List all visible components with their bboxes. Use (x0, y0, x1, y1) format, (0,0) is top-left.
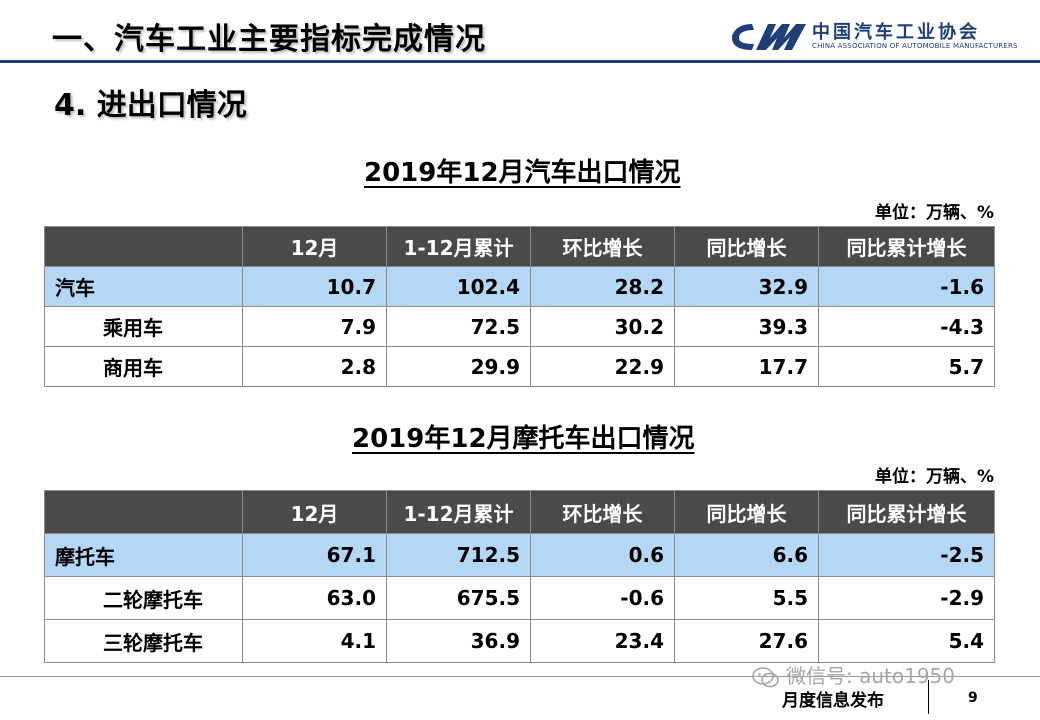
table-cell: 7.9 (242, 306, 387, 347)
row-label: 汽车 (44, 266, 243, 307)
table-cell: 39.3 (674, 306, 819, 347)
page-number: 9 (968, 690, 978, 706)
column-header: 同比累计增长 (818, 490, 995, 534)
row-label: 乘用车 (44, 306, 243, 347)
column-header: 1-12月累计 (386, 490, 531, 534)
column-header: 1-12月累计 (386, 226, 531, 267)
row-label: 二轮摩托车 (44, 576, 243, 620)
table-cell: 2.8 (242, 346, 387, 387)
auto-table-unit: 单位：万辆、% (874, 203, 994, 223)
table-cell: 4.1 (242, 619, 387, 663)
column-header: 同比累计增长 (818, 226, 995, 267)
table-cell: 36.9 (386, 619, 531, 663)
column-header (44, 490, 243, 534)
table-cell: 67.1 (242, 533, 387, 577)
column-header: 环比增长 (530, 490, 675, 534)
column-header: 环比增长 (530, 226, 675, 267)
moto-table-title: 2019年12月摩托车出口情况 (352, 424, 695, 454)
table-cell: 28.2 (530, 266, 675, 307)
row-label: 三轮摩托车 (44, 619, 243, 663)
table-cell: 72.5 (386, 306, 531, 347)
column-header: 12月 (242, 226, 387, 267)
table-row: 二轮摩托车 63.0 675.5 -0.6 5.5 -2.9 (44, 576, 995, 620)
table-cell: -1.6 (818, 266, 995, 307)
table-cell: -2.9 (818, 576, 995, 620)
footer-divider (0, 676, 1040, 677)
table-header-row: 12月 1-12月累计 环比增长 同比增长 同比累计增长 (44, 490, 995, 534)
header-divider (0, 60, 1040, 63)
column-header: 12月 (242, 490, 387, 534)
table-cell: 29.9 (386, 346, 531, 387)
table-cell: 6.6 (674, 533, 819, 577)
table-row: 商用车 2.8 29.9 22.9 17.7 5.7 (44, 346, 995, 387)
column-header (44, 226, 243, 267)
table-cell: 712.5 (386, 533, 531, 577)
footer-separator (928, 680, 929, 714)
logo-name-cn: 中国汽车工业协会 (812, 22, 980, 43)
header-title: 一、汽车工业主要指标完成情况 (52, 22, 486, 57)
table-cell: 5.4 (818, 619, 995, 663)
row-label: 摩托车 (44, 533, 243, 577)
caam-logo: 中国汽车工业协会 CHINA ASSOCIATION OF AUTOMOBILE… (730, 18, 1020, 54)
table-row: 摩托车 67.1 712.5 0.6 6.6 -2.5 (44, 533, 995, 577)
table-cell: 10.7 (242, 266, 387, 307)
table-cell: 27.6 (674, 619, 819, 663)
table-row: 三轮摩托车 4.1 36.9 23.4 27.6 5.4 (44, 619, 995, 663)
watermark: 微信号: auto1950 (752, 660, 955, 689)
table-cell: 102.4 (386, 266, 531, 307)
column-header: 同比增长 (674, 490, 819, 534)
auto-table-title: 2019年12月汽车出口情况 (364, 158, 681, 188)
table-cell: 63.0 (242, 576, 387, 620)
footer-text: 月度信息发布 (782, 691, 884, 711)
caam-logo-icon (732, 24, 806, 50)
table-cell: 0.6 (530, 533, 675, 577)
row-label: 商用车 (44, 346, 243, 387)
moto-table-unit: 单位：万辆、% (874, 467, 994, 487)
table-cell: 5.7 (818, 346, 995, 387)
moto-export-table: 12月 1-12月累计 环比增长 同比增长 同比累计增长 摩托车 67.1 71… (44, 490, 995, 663)
section-title: 4. 进出口情况 (54, 88, 247, 123)
table-cell: 30.2 (530, 306, 675, 347)
table-cell: -2.5 (818, 533, 995, 577)
logo-name-en: CHINA ASSOCIATION OF AUTOMOBILE MANUFACT… (812, 42, 1018, 50)
table-cell: 17.7 (674, 346, 819, 387)
table-cell: 5.5 (674, 576, 819, 620)
table-cell: 23.4 (530, 619, 675, 663)
table-cell: 675.5 (386, 576, 531, 620)
table-cell: 22.9 (530, 346, 675, 387)
auto-export-table: 12月 1-12月累计 环比增长 同比增长 同比累计增长 汽车 10.7 102… (44, 226, 995, 387)
table-cell: 32.9 (674, 266, 819, 307)
table-cell: -4.3 (818, 306, 995, 347)
watermark-text: 微信号: auto1950 (786, 664, 956, 688)
wechat-icon (752, 666, 779, 687)
table-row: 乘用车 7.9 72.5 30.2 39.3 -4.3 (44, 306, 995, 347)
table-cell: -0.6 (530, 576, 675, 620)
column-header: 同比增长 (674, 226, 819, 267)
table-row: 汽车 10.7 102.4 28.2 32.9 -1.6 (44, 266, 995, 307)
table-header-row: 12月 1-12月累计 环比增长 同比增长 同比累计增长 (44, 226, 995, 267)
